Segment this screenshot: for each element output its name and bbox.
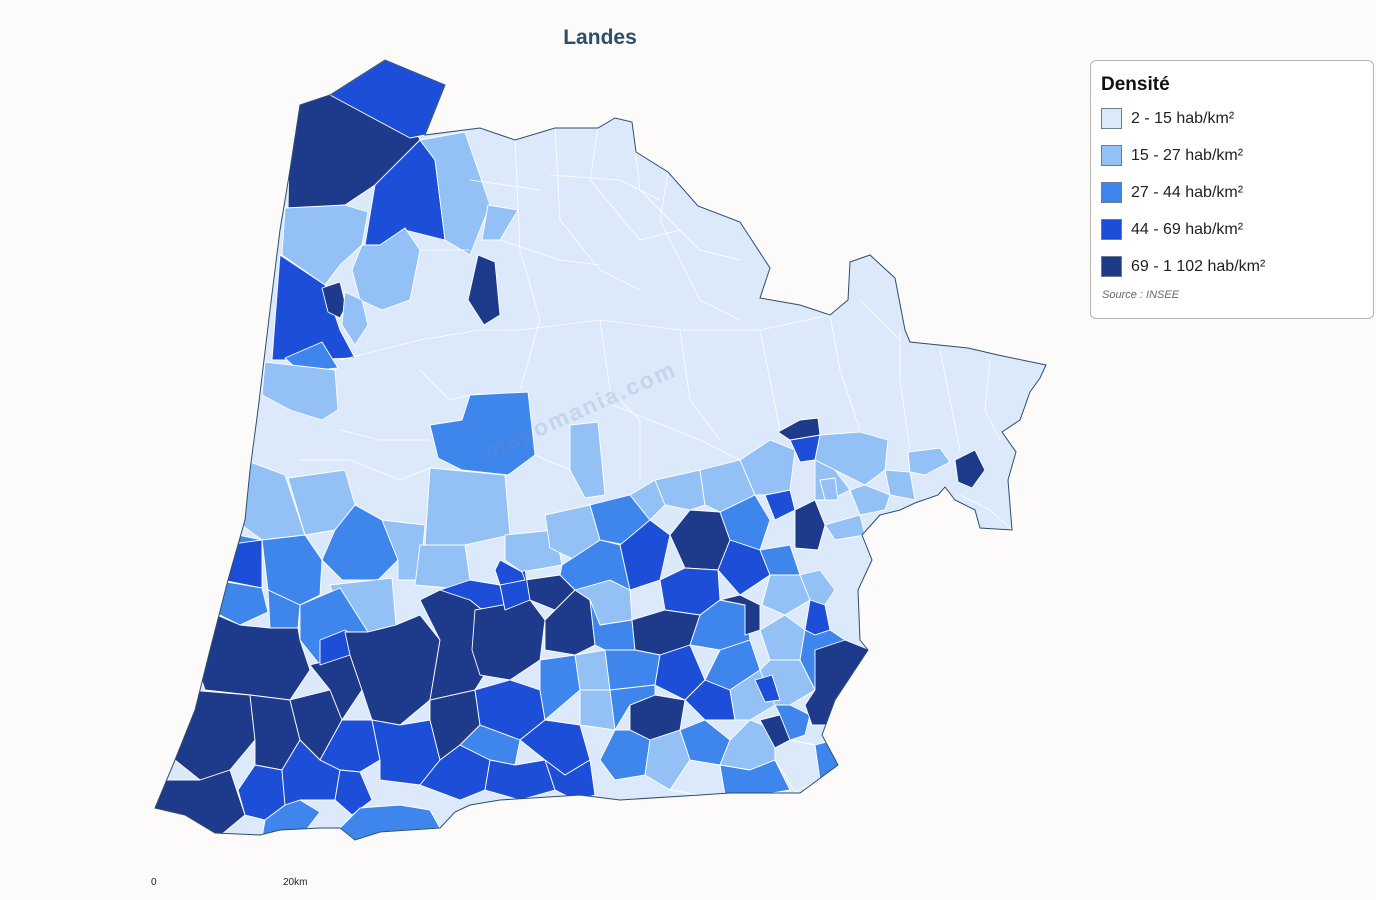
commune-area [381,519,426,581]
commune-area [654,644,706,701]
legend-title: Densité [1101,74,1170,95]
commune-area [794,499,826,551]
scale-start-label: 0 [151,877,157,888]
commune-area [761,574,811,616]
commune-area [717,539,771,596]
commune-area [739,439,796,496]
commune-area [414,544,471,589]
commune-area [539,654,581,721]
commune-area [504,529,563,573]
commune-area [281,204,369,286]
commune-area [907,447,951,476]
legend-label: 15 - 27 hab/km² [1131,146,1244,164]
commune-area [467,254,501,326]
legend-source: Source : INSEE [1102,289,1180,301]
commune-area [609,684,656,731]
legend-item: 69 - 1 102 hab/km² [1101,248,1265,285]
commune-area [799,569,836,606]
commune-area [754,674,781,703]
legend-box: Densité 2 - 15 hab/km² 15 - 27 hab/km² 2… [1090,60,1374,319]
legend-label: 2 - 15 hab/km² [1131,109,1235,127]
commune-areas [155,60,986,840]
legend-item: 2 - 15 hab/km² [1101,100,1265,137]
map-title: Landes [563,26,637,49]
legend-label: 44 - 69 hab/km² [1131,220,1244,238]
commune-area [271,254,356,361]
commune-area [261,361,339,421]
commune-area [804,639,871,726]
legend-swatch [1101,108,1122,129]
commune-area [604,649,661,691]
commune-area [494,559,526,586]
commune-area [704,639,761,691]
commune-area [954,449,986,489]
legend-item: 44 - 69 hab/km² [1101,211,1265,248]
commune-area [569,421,606,499]
scale-end-label: 20km [283,877,308,888]
commune-area [579,689,616,731]
commune-area [471,599,546,681]
legend-label: 69 - 1 102 hab/km² [1131,257,1266,275]
commune-area [321,504,399,581]
legend-swatch [1101,182,1122,203]
commune-area [654,469,706,511]
commune-area [574,649,611,691]
legend-item: 15 - 27 hab/km² [1101,137,1265,174]
commune-area [777,417,821,441]
commune-area [429,391,536,476]
commune-area [419,131,491,256]
commune-area [341,291,369,346]
legend-swatch [1101,145,1122,166]
commune-area [849,484,891,516]
commune-area [819,477,839,501]
legend-swatch [1101,219,1122,240]
legend-items: 2 - 15 hab/km² 15 - 27 hab/km² 27 - 44 h… [1101,100,1265,285]
commune-boundaries-north [300,121,1013,531]
commune-area [774,704,811,741]
commune-area [884,469,916,501]
commune-area [351,227,421,311]
legend-item: 27 - 44 hab/km² [1101,174,1265,211]
commune-area [619,519,671,591]
commune-area [719,494,771,551]
commune-area [424,467,511,546]
legend-swatch [1101,256,1122,277]
legend-label: 27 - 44 hab/km² [1131,183,1244,201]
